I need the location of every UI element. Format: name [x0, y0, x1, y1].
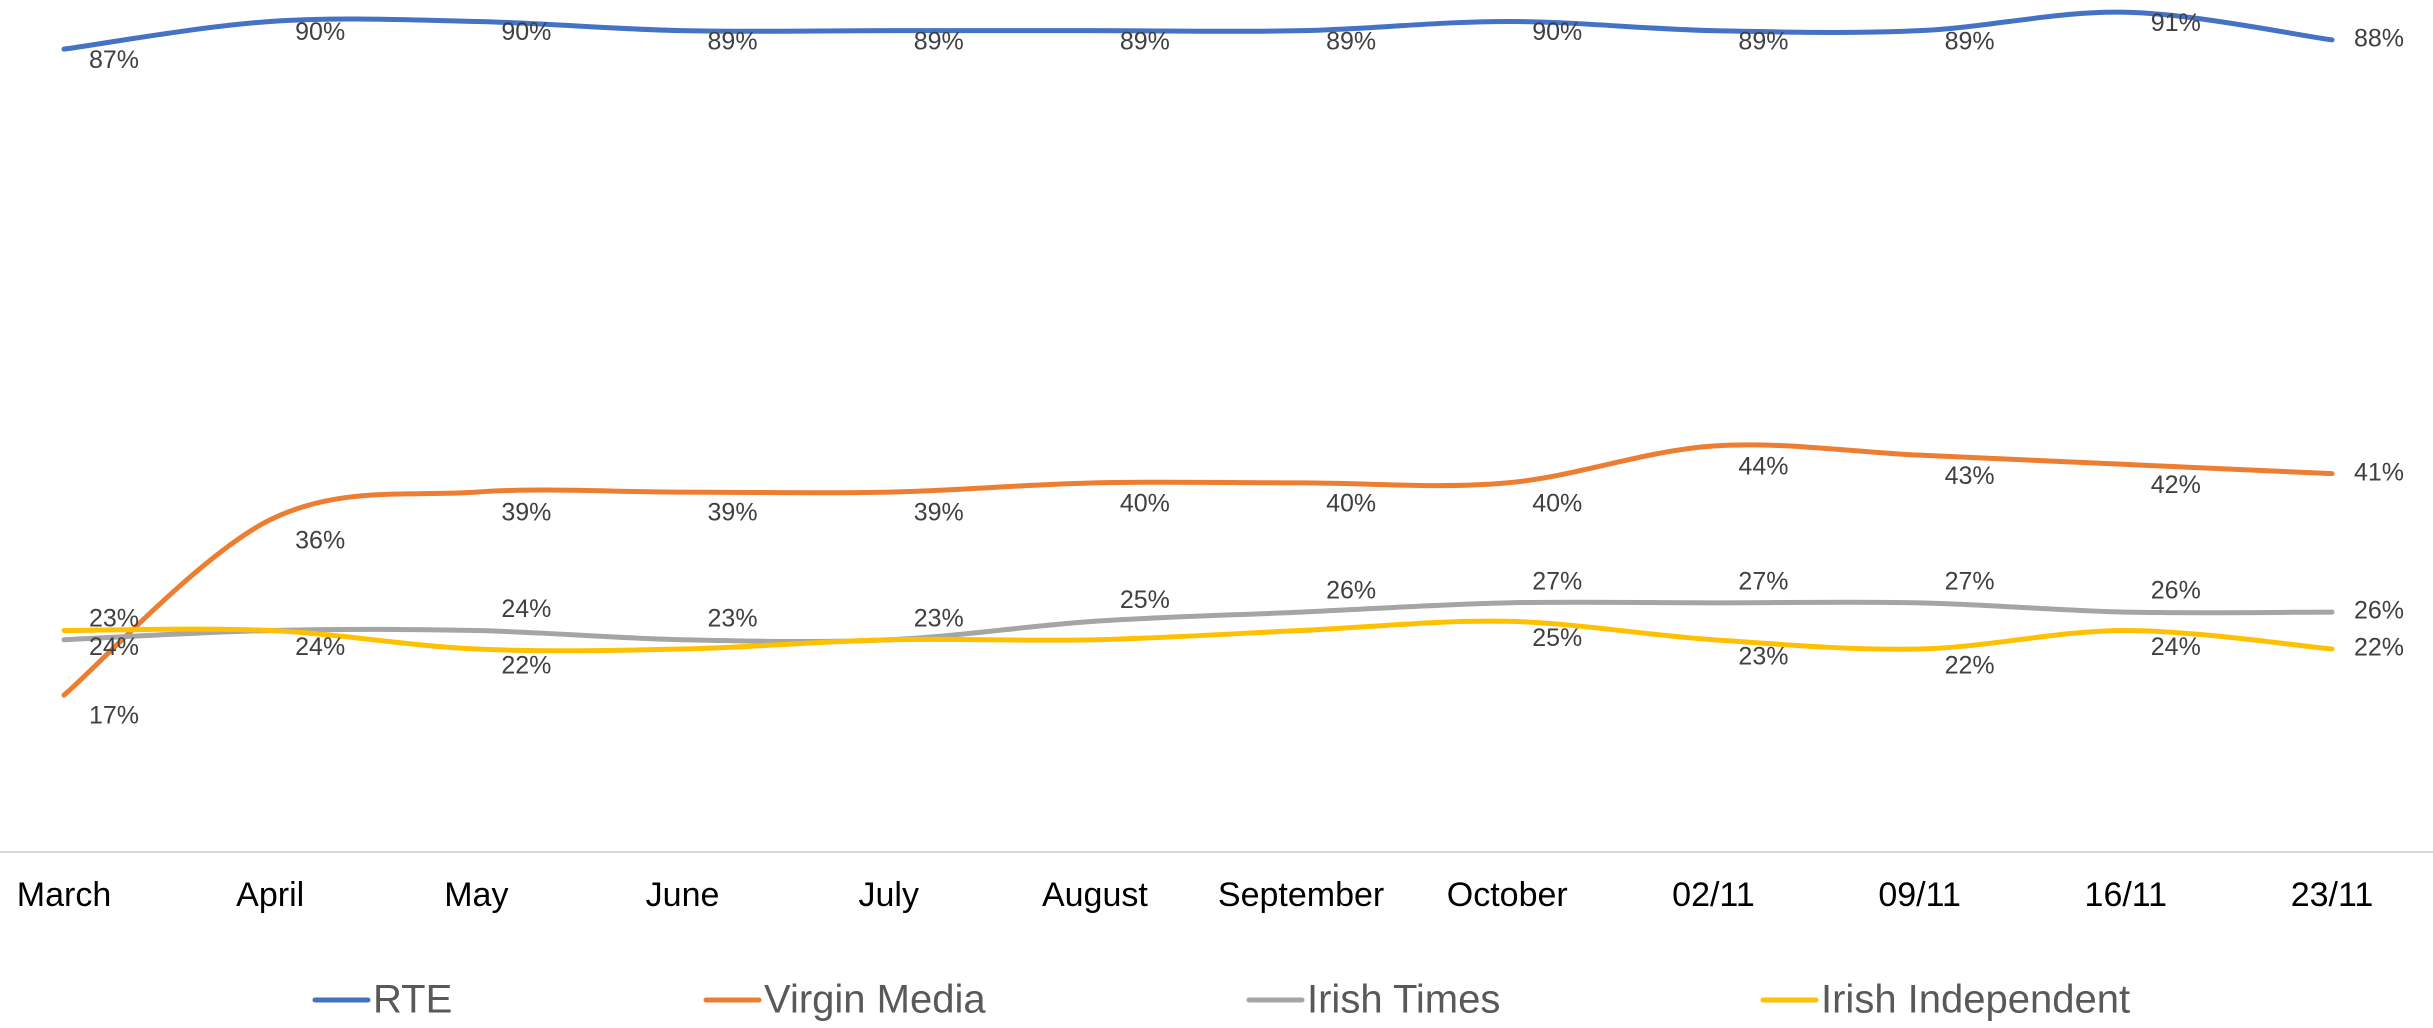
data-label: 91%	[2151, 9, 2201, 37]
x-tick-label: September	[1218, 876, 1384, 914]
data-label: 39%	[914, 499, 964, 527]
data-label: 89%	[1120, 27, 1170, 55]
x-tick-label: August	[1042, 876, 1148, 914]
data-label: 25%	[1120, 586, 1170, 614]
legend-label: Virgin Media	[764, 978, 986, 1022]
series-line	[61, 599, 2335, 645]
x-tick-label: 02/11	[1672, 876, 1755, 914]
data-label: 27%	[1738, 567, 1788, 595]
x-tick-label: May	[444, 876, 508, 914]
legend-label: Irish Times	[1307, 978, 1500, 1022]
x-tick-label: 09/11	[1878, 876, 1961, 914]
data-label: 24%	[89, 633, 139, 661]
data-label: 89%	[1738, 27, 1788, 55]
x-tick-label: July	[858, 876, 918, 914]
series-line	[61, 442, 2335, 698]
data-label: 27%	[1532, 567, 1582, 595]
data-label: 90%	[295, 18, 345, 46]
data-label: 22%	[501, 652, 551, 680]
data-label: 40%	[1120, 489, 1170, 517]
data-label: 39%	[708, 499, 758, 527]
data-label: 39%	[501, 499, 551, 527]
data-label: 26%	[2151, 577, 2201, 605]
data-label: 23%	[708, 604, 758, 632]
x-tick-label: March	[17, 876, 111, 914]
legend-label: RTE	[373, 978, 452, 1022]
data-label: 23%	[1738, 642, 1788, 670]
data-label: 90%	[501, 18, 551, 46]
data-label: 42%	[2151, 471, 2201, 499]
legend-label: Irish Independent	[1821, 978, 2130, 1022]
data-label: 22%	[1945, 652, 1995, 680]
data-label: 43%	[1945, 462, 1995, 490]
series-line	[61, 9, 2335, 52]
x-tick-label: 23/11	[2291, 876, 2374, 914]
data-label: 24%	[501, 595, 551, 623]
data-label: 41%	[2354, 458, 2404, 486]
x-tick-label: 16/11	[2085, 876, 2168, 914]
x-tick-label: October	[1447, 876, 1568, 914]
data-label: 24%	[2151, 633, 2201, 661]
data-label: 89%	[1945, 27, 1995, 55]
data-label: 25%	[1532, 624, 1582, 652]
data-label: 22%	[2354, 634, 2404, 662]
data-label: 27%	[1945, 567, 1995, 595]
data-label: 88%	[2354, 25, 2404, 53]
x-tick-label: June	[646, 876, 720, 914]
data-label: 23%	[914, 604, 964, 632]
data-label: 90%	[1532, 18, 1582, 46]
data-label: 40%	[1326, 489, 1376, 517]
data-label: 26%	[1326, 577, 1376, 605]
series-line	[61, 618, 2335, 654]
data-label: 89%	[708, 27, 758, 55]
data-label: 89%	[914, 27, 964, 55]
data-label: 26%	[2354, 597, 2404, 625]
data-label: 89%	[1326, 27, 1376, 55]
x-tick-label: April	[236, 876, 304, 914]
data-label: 40%	[1532, 489, 1582, 517]
data-label: 36%	[295, 526, 345, 554]
data-label: 17%	[89, 702, 139, 730]
data-label: 87%	[89, 46, 139, 74]
data-label: 24%	[295, 633, 345, 661]
data-label: 44%	[1738, 453, 1788, 481]
